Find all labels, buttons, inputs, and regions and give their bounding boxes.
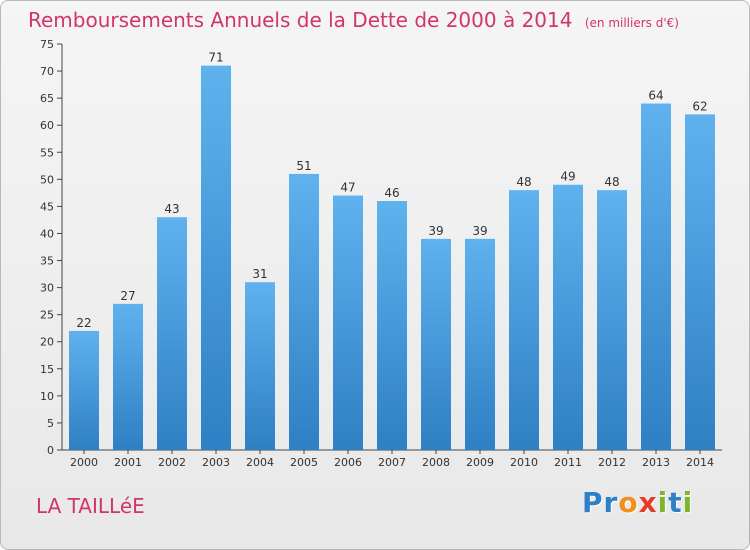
y-tick-label: 30	[40, 282, 54, 295]
logo-letter: t	[668, 486, 683, 519]
x-tick-label: 2002	[158, 456, 186, 469]
bar-2014	[685, 114, 715, 450]
y-tick-label: 55	[40, 146, 54, 159]
bar-2002	[157, 217, 187, 450]
logo-letter: r	[603, 486, 619, 519]
bar-2013	[641, 103, 671, 451]
data-label: 71	[208, 51, 223, 65]
data-label: 62	[692, 99, 707, 113]
y-tick-label: 20	[40, 336, 54, 349]
chart-data-labels: 22 27 43 71 31 51 47 46 39 39 48 49 48 64 62	[76, 51, 707, 330]
bar-2006	[333, 195, 363, 450]
data-label: 39	[428, 224, 443, 238]
x-tick-label: 2005	[290, 456, 318, 469]
x-tick-label: 2008	[422, 456, 450, 469]
y-tick-label: 75	[40, 38, 54, 51]
x-tick-label: 2003	[202, 456, 230, 469]
y-tick-label: 10	[40, 390, 54, 403]
bar-2008	[421, 238, 451, 450]
bar-2009	[465, 238, 495, 450]
data-label: 64	[648, 89, 663, 103]
proxiti-logo: Proxiti	[582, 486, 693, 519]
bar-2011	[553, 184, 583, 450]
commune-name: LA TAILLéE	[36, 494, 145, 518]
y-tick-label: 50	[40, 173, 54, 186]
x-tick-label: 2000	[70, 456, 98, 469]
logo-letter: i	[657, 486, 669, 519]
logo-letter: P	[582, 486, 604, 519]
y-tick-label: 5	[47, 417, 54, 430]
data-label: 49	[560, 170, 575, 184]
y-tick-label: 60	[40, 119, 54, 132]
bar-2005	[289, 173, 319, 451]
y-tick-label: 70	[40, 65, 54, 78]
y-tick-label: 45	[40, 200, 54, 213]
chart-title-text: Remboursements Annuels de la Dette de 20…	[28, 8, 573, 32]
x-tick-label: 2007	[378, 456, 406, 469]
data-label: 51	[296, 159, 311, 173]
chart-bars	[69, 65, 715, 451]
data-label: 31	[252, 267, 267, 281]
x-tick-label: 2009	[466, 456, 494, 469]
data-label: 22	[76, 316, 91, 330]
data-label: 48	[604, 175, 619, 189]
x-tick-label: 2010	[510, 456, 538, 469]
bar-2000	[69, 330, 99, 450]
logo-letter: i	[682, 486, 694, 519]
x-tick-label: 2001	[114, 456, 142, 469]
bar-2012	[597, 190, 627, 450]
y-tick-label: 40	[40, 227, 54, 240]
x-tick-label: 2006	[334, 456, 362, 469]
data-label: 46	[384, 186, 399, 200]
y-tick-label: 35	[40, 255, 54, 268]
data-label: 27	[120, 289, 135, 303]
bar-2004	[245, 282, 275, 450]
bar-2007	[377, 200, 407, 450]
data-label: 43	[164, 202, 179, 216]
chart-subtitle: (en milliers d'€)	[584, 16, 679, 30]
logo-letter: x	[638, 486, 658, 519]
data-label: 47	[340, 181, 355, 195]
logo-letter: o	[618, 486, 639, 519]
y-tick-label: 65	[40, 92, 54, 105]
x-tick-label: 2012	[598, 456, 626, 469]
data-label: 48	[516, 175, 531, 189]
x-tick-label: 2013	[642, 456, 670, 469]
data-label: 39	[472, 224, 487, 238]
y-tick-label: 25	[40, 309, 54, 322]
x-tick-label: 2011	[554, 456, 582, 469]
bar-2003	[201, 65, 231, 451]
y-tick-label: 15	[40, 363, 54, 376]
bar-2010	[509, 190, 539, 450]
y-tick-label: 0	[47, 444, 54, 457]
chart-title: Remboursements Annuels de la Dette de 20…	[28, 8, 679, 32]
x-tick-label: 2004	[246, 456, 274, 469]
bar-2001	[113, 303, 143, 450]
x-tick-label: 2014	[686, 456, 714, 469]
